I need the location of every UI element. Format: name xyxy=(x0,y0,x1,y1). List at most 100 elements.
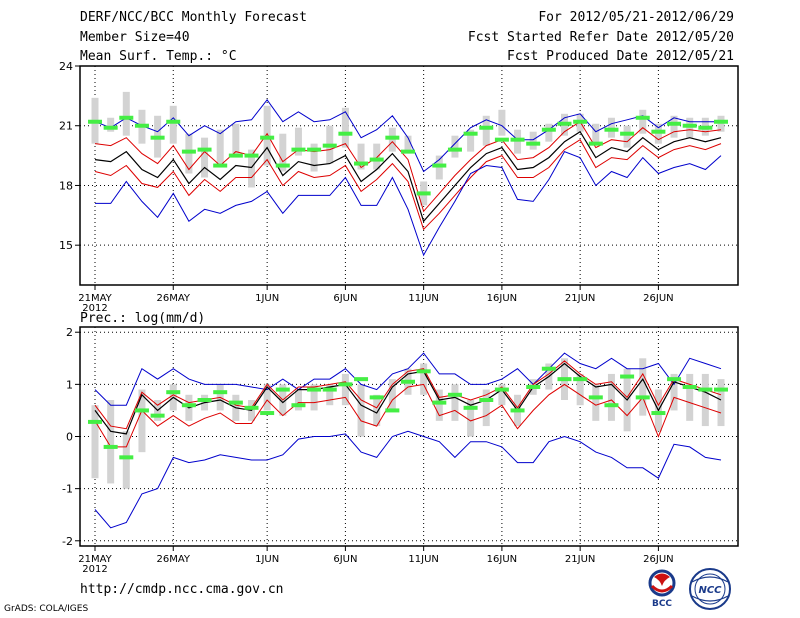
prec-spread-box xyxy=(122,431,130,489)
prec-ensemble-marker xyxy=(526,384,541,389)
bcc-logo-icon: BCC xyxy=(648,569,676,608)
temp-ensemble-marker xyxy=(651,129,666,134)
temp-series-min xyxy=(95,150,722,257)
prec-ensemble-marker xyxy=(588,395,603,400)
temp-ensemble-marker xyxy=(557,121,572,126)
temp-ensemble-marker xyxy=(635,115,650,120)
prec-ensemble-marker xyxy=(604,403,619,408)
prec-spread-box xyxy=(482,389,490,427)
temp-ensemble-marker xyxy=(479,125,494,130)
temp-spread-box xyxy=(623,125,631,148)
prec-ytick-label: -1 xyxy=(62,483,73,496)
prec-series-mean xyxy=(94,362,722,435)
temp-ytick-label: 18 xyxy=(59,179,73,192)
ncc-logo-icon: NCC xyxy=(689,568,731,610)
prec-series-min xyxy=(94,430,722,529)
chart-title: DERF/NCC/BCC Monthly Forecast xyxy=(80,10,307,25)
temp-spread-box xyxy=(467,129,475,152)
temp-ensemble-marker xyxy=(510,137,525,142)
prec-spread-box xyxy=(373,394,381,427)
temp-spread-box xyxy=(294,127,302,156)
prec-spread-box xyxy=(639,358,647,416)
temp-ensemble-marker xyxy=(338,131,353,136)
prec-xtick-label: 1JUN xyxy=(255,554,279,565)
prec-ensemble-marker xyxy=(166,390,181,395)
prec-xtick-label: 16JUN xyxy=(487,554,517,565)
temp-ensemble-marker xyxy=(103,125,118,130)
temp-ensemble-marker xyxy=(494,137,509,142)
temp-xtick-label: 6JUN xyxy=(333,293,357,304)
temp-xtick-label: 21MAY xyxy=(78,293,112,304)
prec-ytick-label: -2 xyxy=(62,535,73,548)
prec-spread-box xyxy=(138,389,146,453)
prec-ensemble-marker xyxy=(432,400,447,405)
temp-ensemble-marker xyxy=(119,115,134,120)
temp-ensemble-marker xyxy=(260,135,275,140)
prec-spread-box xyxy=(294,389,302,411)
temp-ensemble-marker xyxy=(166,119,181,124)
temp-ensemble-marker xyxy=(667,121,682,126)
temp-spread-box xyxy=(404,135,412,154)
prec-xtick-label: 21MAY xyxy=(78,554,112,565)
prec-spread-box xyxy=(91,405,99,479)
prec-ytick-label: 1 xyxy=(66,378,73,391)
prec-ensemble-marker xyxy=(307,387,322,392)
prec-spread-box xyxy=(310,384,318,411)
temp-ensemble-marker xyxy=(275,163,290,168)
prec-ytick-label: 2 xyxy=(66,326,73,339)
temp-ensemble-marker xyxy=(228,153,243,158)
prec-ensemble-marker xyxy=(541,366,556,371)
prec-spread-box xyxy=(498,384,506,406)
prec-ensemble-marker xyxy=(260,411,275,416)
prec-xtick-label: 26JUN xyxy=(643,554,673,565)
temp-spread-box xyxy=(451,135,459,158)
prec-ensemble-marker xyxy=(322,387,337,392)
temp-spread-box xyxy=(169,105,177,144)
prec-ensemble-marker xyxy=(463,405,478,410)
temp-ensemble-marker xyxy=(416,191,431,196)
temp-ensemble-marker xyxy=(401,149,415,154)
prec-ensemble-marker xyxy=(338,382,353,387)
temp-ensemble-marker xyxy=(588,141,603,146)
prec-ensemble-marker xyxy=(494,387,509,392)
temp-ensemble-marker xyxy=(213,163,228,168)
temp-spread-box xyxy=(373,143,381,170)
temp-xtick-year: 2012 xyxy=(82,303,107,314)
temp-ensemble-marker xyxy=(244,153,259,158)
prec-spread-box xyxy=(670,373,678,411)
prec-ensemble-marker xyxy=(197,398,212,402)
prec-ensemble-marker xyxy=(698,387,713,392)
source-url[interactable]: http://cmdp.ncc.cma.gov.cn xyxy=(80,582,284,597)
prec-spread-box xyxy=(592,384,600,421)
temp-ensemble-marker xyxy=(197,147,212,152)
prec-xtick-label: 26MAY xyxy=(156,554,190,565)
temp-ensemble-marker xyxy=(526,141,541,146)
prec-ensemble-marker xyxy=(447,392,462,397)
prec-ytick-label: 0 xyxy=(66,431,73,444)
prec-ensemble-marker xyxy=(119,455,134,460)
prec-ensemble-marker xyxy=(275,387,290,392)
prec-ensemble-marker xyxy=(181,403,196,408)
temp-spread-box xyxy=(232,123,240,154)
prec-xtick-label: 21JUN xyxy=(565,554,595,565)
prec-ensemble-marker xyxy=(244,405,259,410)
prec-ensemble-marker xyxy=(401,379,415,384)
forecast-period: For 2012/05/21-2012/06/29 xyxy=(538,10,734,25)
temp-spread-box xyxy=(592,123,600,144)
prec-ensemble-marker xyxy=(651,411,666,416)
temp-spread-box xyxy=(670,115,678,138)
temp-ytick-label: 15 xyxy=(59,239,73,252)
prec-ensemble-marker xyxy=(667,377,682,382)
prec-spread-box xyxy=(717,379,725,427)
temp-ytick-label: 21 xyxy=(59,120,73,133)
prec-spread-box xyxy=(451,384,459,421)
temp-spread-box xyxy=(482,115,490,146)
prec-ensemble-marker xyxy=(150,413,165,418)
bcc-logo-text: BCC xyxy=(652,599,672,608)
prec-ensemble-marker xyxy=(635,395,650,400)
prec-ensemble-marker xyxy=(620,374,635,379)
prec-ensemble-marker xyxy=(291,403,306,408)
temp-ytick-label: 24 xyxy=(59,60,73,73)
grads-credit: GrADS: COLA/IGES xyxy=(4,604,89,614)
